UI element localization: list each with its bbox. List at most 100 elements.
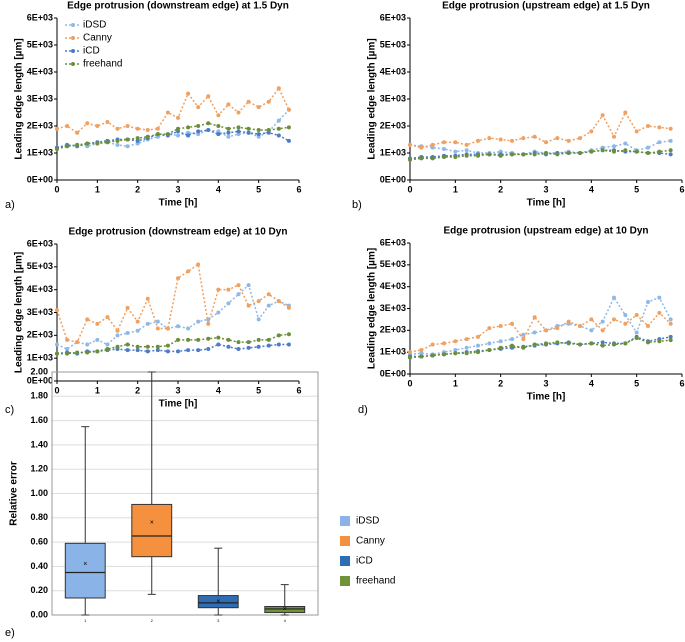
data-point <box>487 326 492 331</box>
data-point <box>95 349 100 354</box>
data-point <box>510 138 514 143</box>
data-point <box>196 105 201 110</box>
x-tick-label: 3 <box>543 378 548 388</box>
data-point <box>115 333 120 338</box>
data-point <box>196 337 201 342</box>
data-point <box>453 140 458 145</box>
x-tick-label: 2 <box>135 385 140 395</box>
data-point <box>125 124 130 128</box>
x-tick-label: 4 <box>216 385 221 395</box>
data-point <box>226 344 231 349</box>
data-point <box>85 141 90 146</box>
series-line <box>56 86 290 134</box>
data-point <box>75 350 80 355</box>
data-point <box>236 110 241 115</box>
data-point <box>236 129 241 134</box>
data-point <box>246 99 251 104</box>
data-point <box>623 141 628 146</box>
series-line <box>409 311 672 353</box>
y-axis-label: Leading edge length [µm] <box>367 248 378 369</box>
data-point <box>85 317 90 322</box>
data-point <box>487 152 492 157</box>
y-tick-label: 4E+03 <box>380 281 406 291</box>
data-point <box>196 319 201 324</box>
data-point <box>555 340 560 345</box>
mean-marker: × <box>150 520 154 527</box>
y-tick-label: 5E+03 <box>380 39 406 49</box>
data-point <box>286 125 291 130</box>
data-point <box>498 153 503 158</box>
data-point <box>246 340 251 345</box>
data-point <box>464 337 469 342</box>
data-point <box>498 339 503 344</box>
x-tick-label: 5 <box>634 378 639 388</box>
data-point <box>634 335 639 340</box>
data-point <box>589 317 594 322</box>
data-point <box>498 323 503 328</box>
panel-label: a) <box>5 199 15 211</box>
data-point <box>216 310 221 315</box>
data-point <box>646 151 650 155</box>
data-point <box>623 341 628 346</box>
y-tick-label: 1.20 <box>30 464 48 474</box>
x-tick-label: 1 <box>95 184 100 194</box>
legend-label: freehand <box>83 59 122 70</box>
y-tick-label: 3E+03 <box>27 93 53 103</box>
data-point <box>165 132 170 137</box>
x-tick-label: 1 <box>453 184 458 194</box>
data-point <box>657 140 662 145</box>
x-tick-label: 3 <box>217 618 220 623</box>
x-axis-label: Time [h] <box>527 392 566 403</box>
y-tick-label: 1E+03 <box>380 347 406 357</box>
data-point <box>186 337 191 342</box>
data-point <box>165 349 170 354</box>
data-point <box>419 145 424 150</box>
data-point <box>286 138 291 143</box>
data-point <box>286 305 291 310</box>
data-point <box>510 321 514 326</box>
data-point <box>256 344 261 349</box>
series-line <box>56 129 290 149</box>
y-tick-label: 0E+00 <box>380 368 406 378</box>
data-point <box>589 341 594 346</box>
legend-marker <box>71 23 75 27</box>
x-tick-label: 4 <box>589 378 594 388</box>
panel-label: c) <box>5 404 14 416</box>
data-point <box>589 328 594 333</box>
x-tick-label: 5 <box>256 385 261 395</box>
x-tick-label: 4 <box>284 618 287 623</box>
data-point <box>286 342 291 347</box>
data-point <box>276 86 281 91</box>
y-tick-label: 1E+03 <box>380 147 406 157</box>
y-tick-label: 1E+03 <box>27 353 53 363</box>
data-point <box>196 129 201 134</box>
y-tick-label: 4E+03 <box>27 66 53 76</box>
x-tick-label: 0 <box>54 184 59 194</box>
data-point <box>408 355 412 360</box>
data-point <box>115 328 120 333</box>
plot-frame <box>51 371 319 616</box>
data-point <box>75 130 80 135</box>
legend-marker <box>71 62 75 66</box>
data-point <box>125 348 130 353</box>
data-point <box>266 303 271 308</box>
y-tick-label: 4E+03 <box>380 66 406 76</box>
data-point <box>226 130 231 135</box>
data-point <box>634 313 639 318</box>
panel-label: e) <box>5 627 15 639</box>
series-line <box>409 149 671 161</box>
data-point <box>55 126 59 131</box>
data-point <box>75 142 80 147</box>
data-point <box>176 349 180 354</box>
legend-label: Canny <box>83 33 112 44</box>
data-point <box>498 345 503 350</box>
data-point <box>623 313 628 318</box>
data-point <box>176 276 180 281</box>
mean-marker: × <box>283 606 287 613</box>
x-tick-label: 1 <box>84 618 87 623</box>
x-tick-label: 2 <box>498 378 503 388</box>
data-point <box>85 121 90 126</box>
data-point <box>668 321 673 326</box>
data-point <box>155 126 160 131</box>
data-point <box>125 144 130 149</box>
